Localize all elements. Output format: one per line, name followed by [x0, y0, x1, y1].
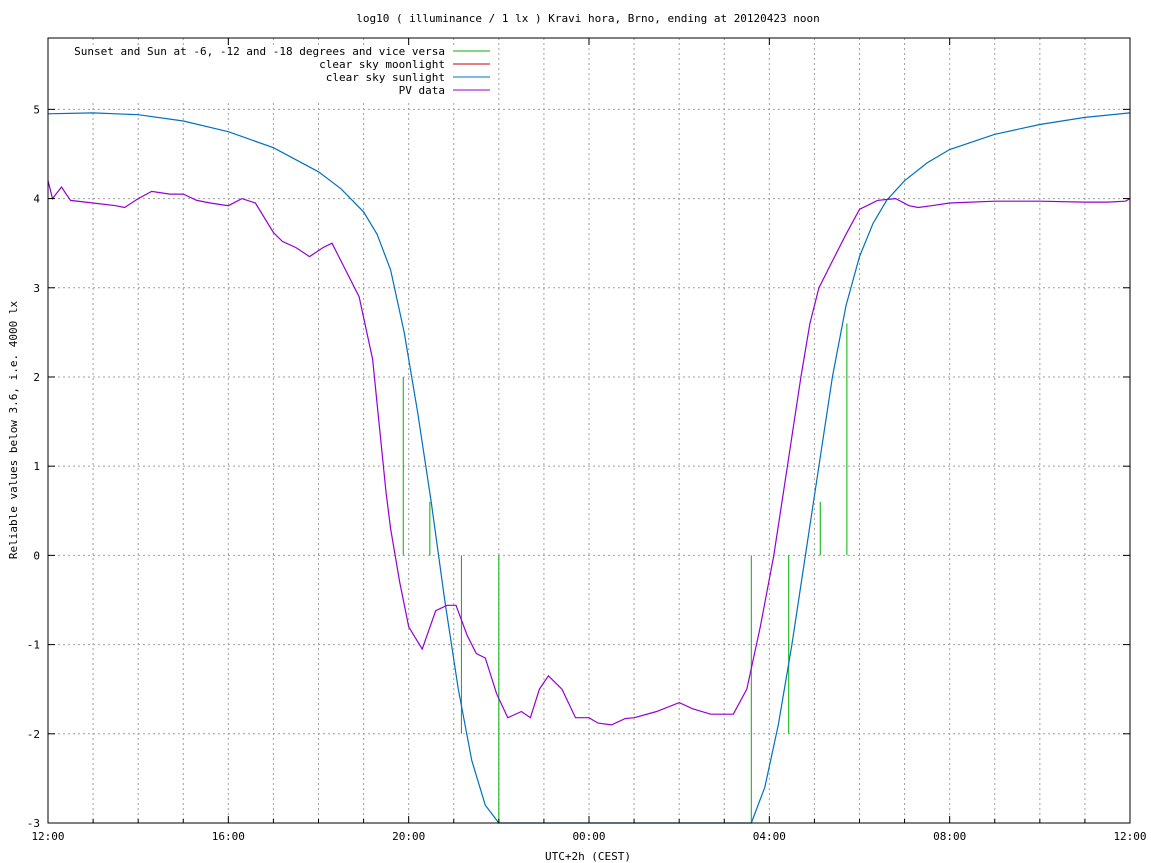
x-tick-label: 04:00	[753, 830, 786, 843]
series-line	[47, 180, 1131, 726]
y-tick-label: 1	[33, 460, 40, 473]
y-tick-label: 4	[33, 193, 40, 206]
legend-label: clear sky sunlight	[326, 71, 445, 84]
y-tick-label: -2	[27, 728, 40, 741]
grid	[48, 38, 1130, 823]
x-axis-label: UTC+2h (CEST)	[545, 850, 631, 863]
chart-title: log10 ( illuminance / 1 lx ) Kravi hora,…	[356, 12, 820, 25]
y-axis-label: Reliable values below 3.6, i.e. 4000 lx	[7, 300, 20, 559]
plot-frame	[47, 37, 1131, 824]
x-tick-label: 16:00	[212, 830, 245, 843]
y-tick-label: 0	[33, 549, 40, 562]
axis-ticks: 12:00 16:00 20:00 00:00 04:00 08:00 12:00 5 4 3 2 1…	[27, 38, 1147, 843]
y-tick-label: 5	[33, 103, 40, 116]
x-tick-label: 20:00	[392, 830, 425, 843]
legend-label: PV data	[399, 84, 445, 97]
legend-box	[52, 45, 498, 101]
x-tick-label: 00:00	[572, 830, 605, 843]
x-tick-label: 12:00	[1113, 830, 1146, 843]
y-tick-label: 3	[33, 282, 40, 295]
legend: Sunset and Sun at -6, -12 and -18 degree…	[52, 45, 498, 101]
legend-label: Sunset and Sun at -6, -12 and -18 degree…	[74, 45, 445, 58]
y-tick-label: -3	[27, 817, 40, 830]
y-tick-label: -1	[27, 639, 40, 652]
legend-label: clear sky moonlight	[319, 58, 445, 71]
x-tick-label: 08:00	[933, 830, 966, 843]
x-tick-label: 12:00	[31, 830, 64, 843]
y-tick-label: 2	[33, 371, 40, 384]
